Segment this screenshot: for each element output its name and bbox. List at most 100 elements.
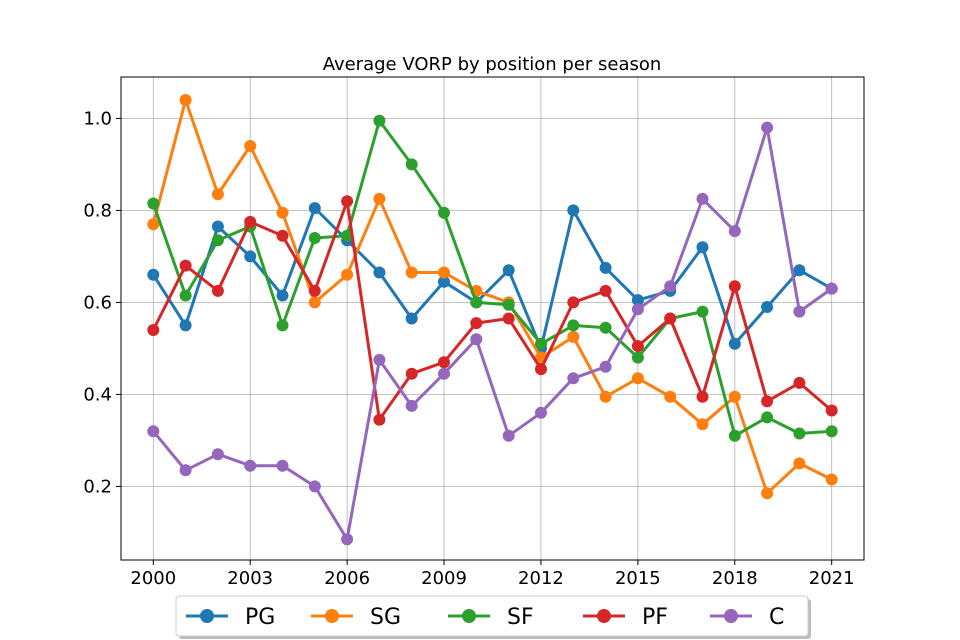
data-point bbox=[147, 324, 160, 336]
data-point bbox=[147, 425, 160, 438]
data-point bbox=[567, 296, 580, 309]
data-point bbox=[276, 459, 289, 472]
data-point bbox=[664, 280, 677, 293]
data-point bbox=[147, 218, 160, 231]
data-point bbox=[631, 294, 644, 307]
data-point bbox=[179, 464, 192, 477]
y-tick-label: 1.0 bbox=[83, 108, 112, 129]
legend-item-pf: PF bbox=[583, 605, 668, 630]
data-point bbox=[438, 266, 450, 279]
x-tick-label: 2000 bbox=[130, 568, 176, 589]
data-point bbox=[567, 330, 580, 343]
x-tick-label: 2012 bbox=[518, 568, 564, 589]
data-point bbox=[599, 284, 612, 297]
data-point bbox=[405, 158, 418, 171]
data-point bbox=[793, 305, 806, 318]
data-point bbox=[631, 303, 644, 316]
data-point bbox=[502, 298, 515, 311]
data-point bbox=[405, 367, 418, 380]
data-point bbox=[211, 448, 224, 461]
series-line bbox=[152, 126, 833, 541]
grid bbox=[121, 77, 864, 560]
data-point bbox=[405, 266, 418, 279]
y-tick-label: 0.2 bbox=[83, 476, 112, 497]
data-point bbox=[599, 360, 612, 373]
x-tick-label: 2003 bbox=[227, 568, 273, 589]
data-point bbox=[825, 425, 838, 438]
data-point bbox=[308, 202, 321, 215]
data-point bbox=[244, 459, 257, 472]
data-point bbox=[470, 317, 483, 330]
legend-label: SG bbox=[370, 605, 401, 630]
plot-frame bbox=[120, 76, 865, 561]
data-point bbox=[599, 261, 612, 274]
data-point bbox=[567, 204, 580, 217]
data-point bbox=[535, 406, 547, 419]
series-pf bbox=[147, 195, 838, 426]
data-point bbox=[276, 229, 289, 242]
data-point bbox=[761, 301, 774, 313]
legend-marker bbox=[597, 609, 611, 623]
data-point bbox=[211, 234, 224, 247]
data-point bbox=[502, 312, 515, 325]
data-point bbox=[341, 533, 354, 546]
data-point bbox=[341, 195, 354, 208]
x-tick-label: 2015 bbox=[615, 568, 661, 589]
data-point bbox=[308, 232, 321, 244]
data-point bbox=[147, 268, 160, 281]
series-c bbox=[147, 121, 838, 546]
data-point bbox=[373, 114, 386, 127]
data-point bbox=[761, 411, 774, 424]
data-point bbox=[631, 340, 644, 353]
data-point bbox=[664, 390, 677, 403]
data-point bbox=[308, 284, 321, 297]
data-point bbox=[179, 94, 192, 106]
legend-item-sg: SG bbox=[311, 605, 401, 630]
data-point bbox=[631, 372, 644, 385]
series-line bbox=[151, 98, 833, 495]
data-point bbox=[696, 192, 709, 205]
data-point bbox=[341, 229, 354, 242]
data-point bbox=[502, 429, 515, 442]
data-point bbox=[599, 321, 612, 334]
data-point bbox=[825, 473, 838, 486]
data-point bbox=[276, 206, 289, 219]
data-point bbox=[373, 413, 386, 426]
legend-label: C bbox=[769, 605, 784, 630]
data-point bbox=[728, 429, 741, 442]
data-point bbox=[276, 319, 289, 332]
data-point bbox=[211, 284, 224, 297]
data-point bbox=[696, 241, 709, 254]
data-point bbox=[405, 399, 418, 412]
legend-marker bbox=[724, 609, 738, 623]
data-point bbox=[373, 353, 386, 366]
data-point bbox=[244, 250, 257, 263]
data-point bbox=[728, 225, 741, 238]
data-point bbox=[728, 337, 741, 350]
data-point bbox=[308, 296, 321, 309]
data-point bbox=[179, 259, 192, 272]
data-point bbox=[211, 220, 224, 233]
axes: 2000 2003 2006 2009 2012 2015 2018 2021 0.2 0.4 0.… bbox=[83, 108, 854, 589]
data-point bbox=[470, 333, 483, 346]
series-line bbox=[151, 199, 833, 422]
legend-label: PF bbox=[642, 605, 668, 630]
data-point bbox=[470, 296, 483, 309]
legend-marker bbox=[325, 609, 339, 623]
data-point bbox=[438, 367, 450, 380]
legend-item-pg: PG bbox=[186, 605, 275, 630]
legend-item-sf: SF bbox=[448, 605, 534, 630]
y-tick-label: 0.6 bbox=[83, 292, 112, 313]
data-point bbox=[793, 427, 806, 440]
x-tick-label: 2021 bbox=[809, 568, 855, 589]
data-point bbox=[761, 121, 774, 134]
data-point bbox=[567, 319, 580, 332]
data-point bbox=[147, 197, 160, 210]
data-point bbox=[535, 337, 547, 350]
data-point bbox=[664, 312, 677, 325]
data-point bbox=[373, 192, 386, 205]
data-point bbox=[341, 268, 354, 281]
data-point bbox=[308, 480, 321, 493]
data-point bbox=[761, 395, 774, 408]
